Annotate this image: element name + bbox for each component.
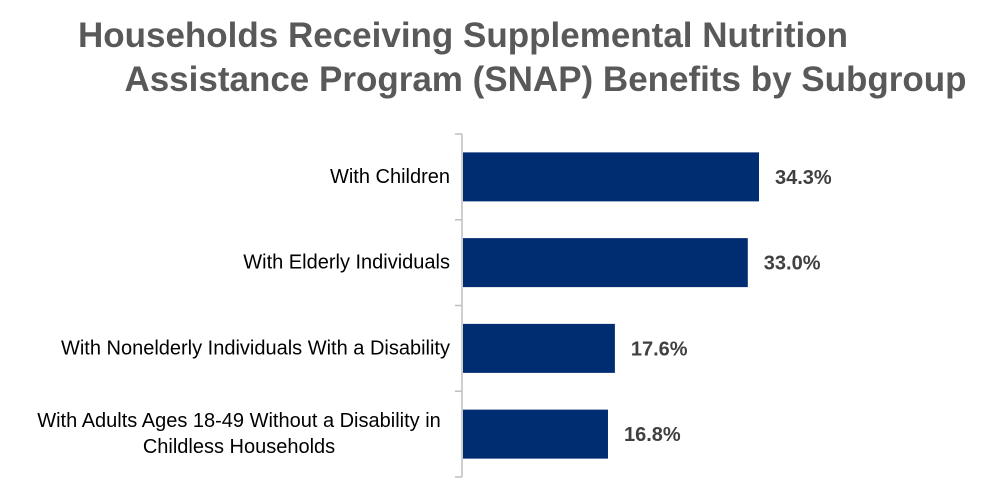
bar [463,152,760,202]
chart-title-line-2: Assistance Program (SNAP) Benefits by Su… [124,60,967,99]
data-label: 34.3% [775,167,832,189]
data-label: 16.8% [624,424,681,446]
bar [463,238,748,288]
data-label: 33.0% [764,253,821,275]
category-label: With Adults Ages 18-49 Without a Disabil… [37,410,441,458]
category-label: With Elderly Individuals [243,252,450,274]
chart-title-line-1: Households Receiving Supplemental Nutrit… [77,16,849,55]
category-label: With Nonelderly Individuals With a Disab… [61,337,450,359]
category-label: With Children [330,166,450,188]
bar [463,323,615,373]
bar [463,409,608,459]
chart-title: Households Receiving Supplemental Nutrit… [0,14,996,102]
data-label: 17.6% [631,338,688,360]
